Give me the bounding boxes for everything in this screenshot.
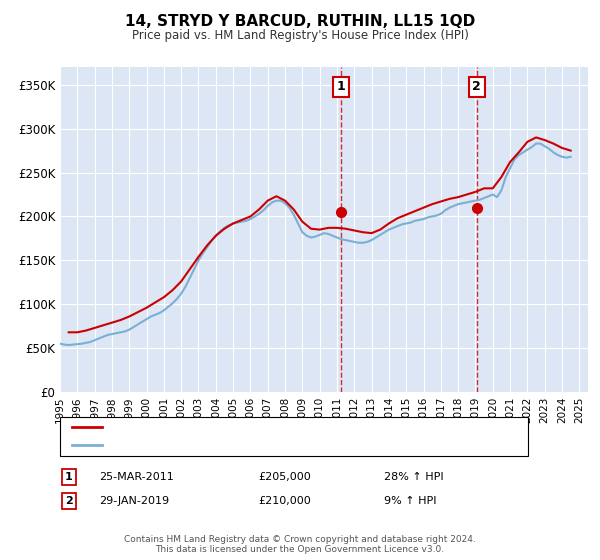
Text: 14, STRYD Y BARCUD, RUTHIN, LL15 1QD (detached house): 14, STRYD Y BARCUD, RUTHIN, LL15 1QD (de…: [108, 422, 433, 432]
Text: 14, STRYD Y BARCUD, RUTHIN, LL15 1QD: 14, STRYD Y BARCUD, RUTHIN, LL15 1QD: [125, 14, 475, 29]
Text: 28% ↑ HPI: 28% ↑ HPI: [384, 472, 443, 482]
Text: £205,000: £205,000: [258, 472, 311, 482]
Text: 2: 2: [65, 496, 73, 506]
Text: 25-MAR-2011: 25-MAR-2011: [99, 472, 174, 482]
Text: Price paid vs. HM Land Registry's House Price Index (HPI): Price paid vs. HM Land Registry's House …: [131, 29, 469, 42]
Text: £210,000: £210,000: [258, 496, 311, 506]
Text: 29-JAN-2019: 29-JAN-2019: [99, 496, 169, 506]
Text: 2: 2: [472, 80, 481, 93]
Text: HPI: Average price, detached house, Denbighshire: HPI: Average price, detached house, Denb…: [108, 440, 383, 450]
Text: 1: 1: [65, 472, 73, 482]
Text: Contains HM Land Registry data © Crown copyright and database right 2024.
This d: Contains HM Land Registry data © Crown c…: [124, 535, 476, 554]
Text: 1: 1: [337, 80, 346, 93]
Text: 9% ↑ HPI: 9% ↑ HPI: [384, 496, 437, 506]
